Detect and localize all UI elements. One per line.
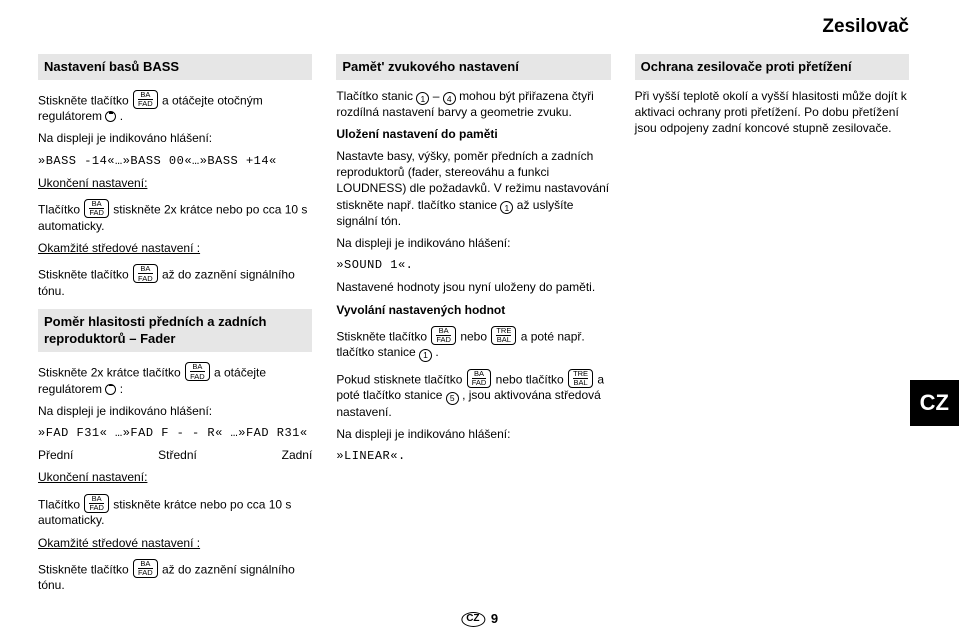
mem-saved-text: Nastavené hodnoty jsou nyní uloženy do p… — [336, 279, 610, 295]
ba-fad-button-icon: BAFAD — [133, 90, 158, 109]
column-right: Ochrana zesilovače proti přetížení Při v… — [635, 54, 909, 600]
text: Tlačítko stanic — [336, 89, 416, 103]
page-header: Zesilovač — [822, 14, 909, 40]
fader-center-heading: Okamžité středové nastavení : — [38, 535, 312, 551]
text: Stiskněte tlačítko — [336, 329, 430, 343]
text: Tlačítko — [38, 497, 83, 511]
bass-center-heading: Okamžité středové nastavení : — [38, 240, 312, 256]
bass-press-line: Stiskněte tlačítko BAFAD a otáčejte otoč… — [38, 88, 312, 125]
mem-display-intro: Na displeji je indikováno hlášení: — [336, 235, 610, 251]
column-left: Nastavení basů BASS Stiskněte tlačítko B… — [38, 54, 312, 600]
bass-end-heading: Ukončení nastavení: — [38, 175, 312, 191]
ba-fad-button-icon: BAFAD — [84, 494, 109, 513]
text: . — [120, 109, 123, 123]
page-footer: CZ 9 — [461, 610, 498, 628]
ba-fad-button-icon: BAFAD — [84, 199, 109, 218]
overload-text: Při vyšší teplotě okolí a vyšší hlasitos… — [635, 88, 909, 137]
section-overload-title: Ochrana zesilovače proti přetížení — [635, 54, 909, 80]
text: Stiskněte tlačítko — [38, 268, 132, 282]
rotary-knob-icon — [105, 111, 116, 122]
page-columns: Nastavení basů BASS Stiskněte tlačítko B… — [38, 54, 909, 600]
section-fader-title: Poměr hlasitosti předních a zadních repr… — [38, 309, 312, 352]
mem-save-heading: Uložení nastavení do paměti — [336, 126, 610, 142]
bass-end-text: Tlačítko BAFAD stiskněte 2x krátce nebo … — [38, 197, 312, 234]
text: – — [433, 89, 443, 103]
text: . — [435, 345, 438, 359]
station-1-icon: 1 — [500, 201, 513, 214]
text: Tlačítko — [38, 202, 83, 216]
rotary-knob-icon — [105, 384, 116, 395]
text: nebo tlačítko — [496, 372, 567, 386]
section-bass-title: Nastavení basů BASS — [38, 54, 312, 80]
ba-fad-button-icon: BAFAD — [133, 559, 158, 578]
fader-end-heading: Ukončení nastavení: — [38, 469, 312, 485]
tre-bal-button-icon: TREBAL — [491, 326, 516, 345]
label-back: Zadní — [282, 447, 313, 463]
fader-center-text: Stiskněte tlačítko BAFAD až do zaznění s… — [38, 557, 312, 594]
station-5-icon: 5 — [446, 392, 459, 405]
mem-recall-text: Stiskněte tlačítko BAFAD nebo TREBAL a p… — [336, 324, 610, 361]
mem-display-value: »SOUND 1«. — [336, 257, 610, 273]
mem-recall-heading: Vyvolání nastavených hodnot — [336, 302, 610, 318]
mem-linear-display-value: »LINEAR«. — [336, 448, 610, 464]
mem-intro: Tlačítko stanic 1 – 4 mohou být přiřazen… — [336, 88, 610, 120]
label-front: Přední — [38, 447, 73, 463]
section-memory-title: Pamět' zvukového nastavení — [336, 54, 610, 80]
fader-labels-row: Přední Střední Zadní — [38, 447, 312, 463]
ba-fad-button-icon: BAFAD — [431, 326, 456, 345]
mem-linear-display-intro: Na displeji je indikováno hlášení: — [336, 426, 610, 442]
fader-display-values: »FAD F31« …»FAD F - - R« …»FAD R31« — [38, 425, 312, 441]
text: nebo — [460, 329, 490, 343]
text: Stiskněte tlačítko — [38, 93, 132, 107]
station-4-icon: 4 — [443, 92, 456, 105]
ba-fad-button-icon: BAFAD — [467, 369, 492, 388]
ba-fad-button-icon: BAFAD — [133, 264, 158, 283]
text: : — [120, 382, 123, 396]
ba-fad-button-icon: BAFAD — [185, 362, 210, 381]
bass-center-text: Stiskněte tlačítko BAFAD až do zaznění s… — [38, 262, 312, 299]
mem-linear-text: Pokud stisknete tlačítko BAFAD nebo tlač… — [336, 367, 610, 420]
text: Stiskněte tlačítko — [38, 562, 132, 576]
mem-save-text: Nastavte basy, výšky, poměr předních a z… — [336, 148, 610, 229]
bass-display-values: »BASS -14«…»BASS 00«…»BASS +14« — [38, 153, 312, 169]
tre-bal-button-icon: TREBAL — [568, 369, 593, 388]
fader-end-text: Tlačítko BAFAD stiskněte krátce nebo po … — [38, 492, 312, 529]
bass-display-intro: Na displeji je indikováno hlášení: — [38, 130, 312, 146]
text: Pokud stisknete tlačítko — [336, 372, 465, 386]
fader-press-line: Stiskněte 2x krátce tlačítko BAFAD a otá… — [38, 360, 312, 397]
footer-lang-badge: CZ — [461, 612, 485, 627]
text: Stiskněte 2x krátce tlačítko — [38, 366, 184, 380]
footer-page-number: 9 — [491, 610, 498, 628]
label-mid: Střední — [158, 447, 197, 463]
station-1-icon: 1 — [416, 92, 429, 105]
column-middle: Pamět' zvukového nastavení Tlačítko stan… — [336, 54, 610, 600]
station-1-icon: 1 — [419, 349, 432, 362]
language-tab: CZ — [910, 380, 959, 426]
fader-display-intro: Na displeji je indikováno hlášení: — [38, 403, 312, 419]
